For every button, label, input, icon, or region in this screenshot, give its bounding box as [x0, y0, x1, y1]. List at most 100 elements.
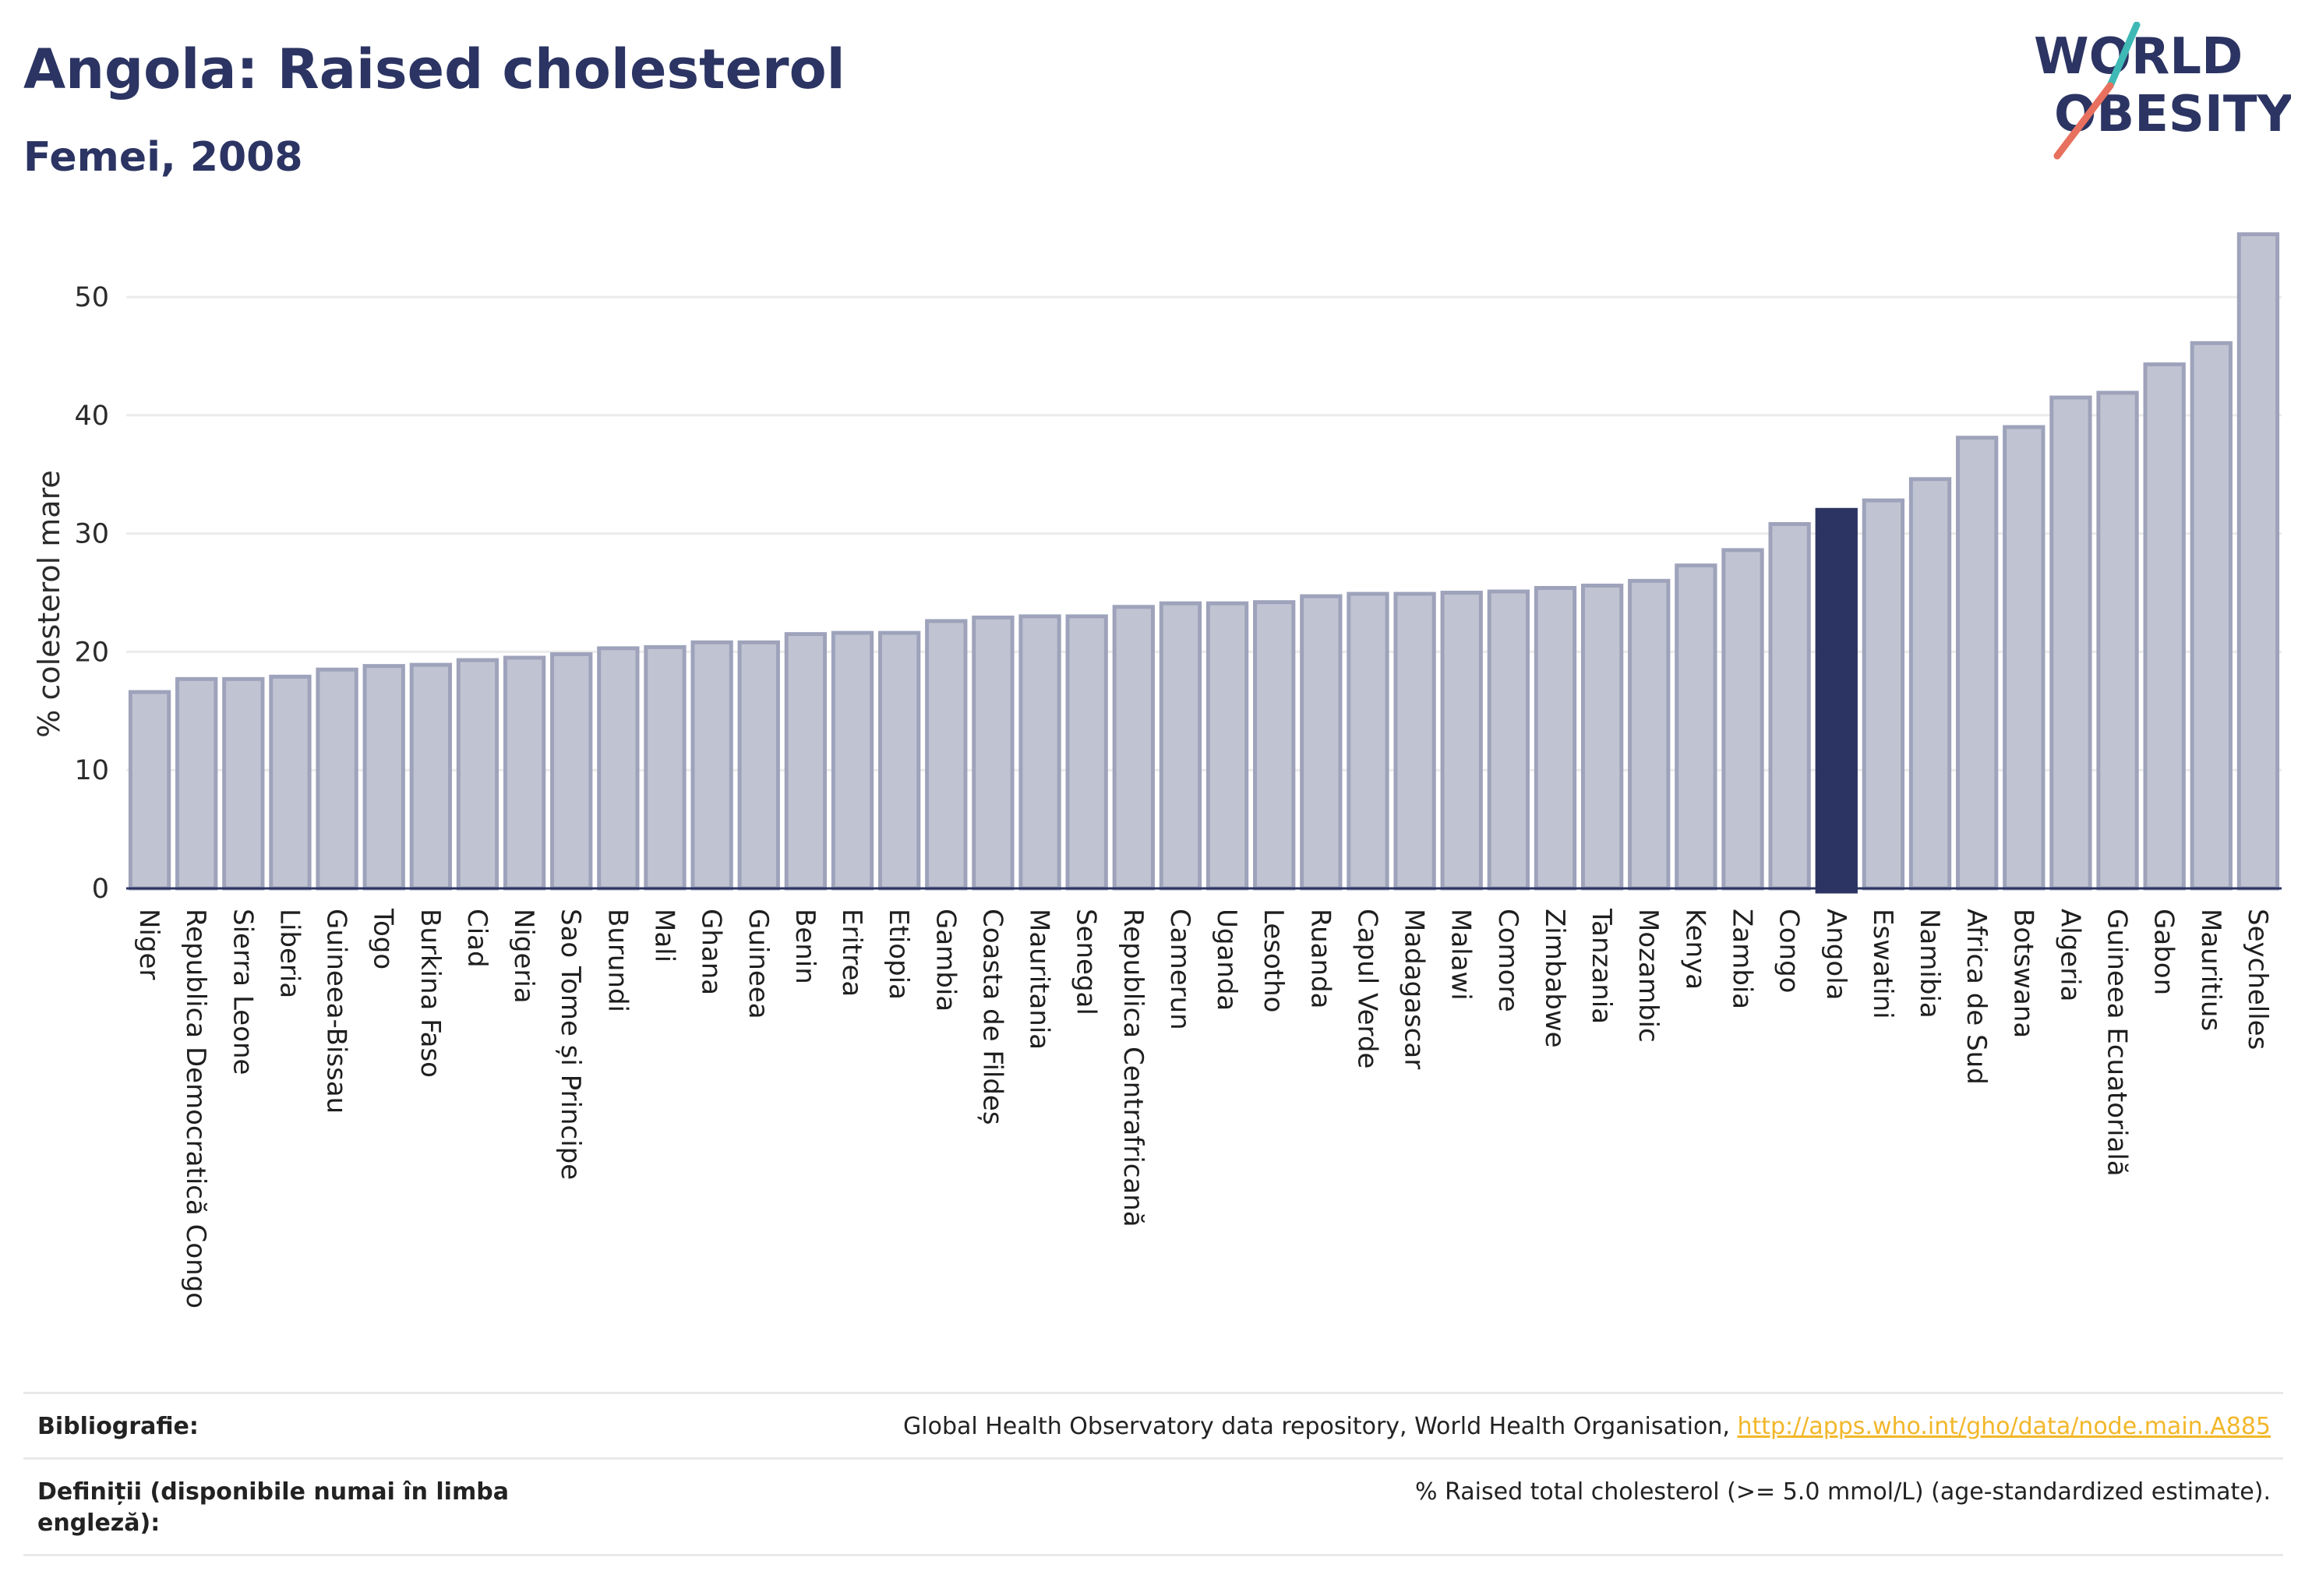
- world-obesity-logo: WORLD OBESITY: [2034, 22, 2291, 160]
- bar: [2096, 390, 2139, 891]
- bar: [456, 658, 499, 891]
- logo-slash-coral-icon: [2053, 82, 2114, 160]
- bibliography-link[interactable]: http://apps.who.int/gho/data/node.main.A…: [1737, 1413, 2271, 1440]
- x-tick-label: Niger: [133, 909, 164, 980]
- x-tick-label: Tanzania: [1586, 908, 1617, 1024]
- bar: [550, 651, 593, 891]
- x-tick-label: Senegal: [1071, 909, 1102, 1015]
- bar: [2190, 341, 2233, 891]
- bar: [316, 667, 358, 891]
- bar: [877, 630, 921, 891]
- bar: [1908, 477, 1952, 891]
- bar: [925, 619, 968, 891]
- x-tick-label: Algeria: [2054, 909, 2085, 1001]
- x-tick-label: Etiopia: [883, 909, 914, 1000]
- x-tick-label: Burkina Faso: [415, 909, 446, 1078]
- bar: [1112, 605, 1155, 891]
- definitions-label: Definiții (disponibile numai în limba en…: [37, 1478, 509, 1537]
- x-axis-ticks: Niger Republica Democratică Congo Sierra L…: [133, 908, 2273, 1308]
- logo-line1: WORLD: [2034, 28, 2243, 86]
- bars: [128, 232, 2280, 894]
- bar: [1159, 601, 1202, 891]
- bar: [1300, 594, 1343, 891]
- x-tick-label: Coasta de Fildeș: [976, 909, 1008, 1125]
- x-tick-label: Zimbabwe: [1539, 909, 1570, 1048]
- bar: [1393, 591, 1436, 891]
- x-tick-label: Malawi: [1445, 909, 1477, 1001]
- bar: [1534, 585, 1577, 891]
- x-tick-label: Liberia: [274, 909, 305, 998]
- bar: [1065, 614, 1108, 891]
- logo-line2: OBESITY: [2054, 86, 2291, 143]
- bar: [1205, 601, 1249, 891]
- y-tick-label: 50: [74, 282, 109, 313]
- footer-definitions-row: Definiții (disponibile numai în limba en…: [23, 1457, 2283, 1556]
- bar: [1862, 498, 1905, 891]
- x-tick-label: Guineea Ecuatorială: [2102, 909, 2133, 1177]
- x-tick-label: Mali: [649, 909, 680, 962]
- bar: [128, 690, 171, 891]
- x-tick-label: Mauritania: [1024, 909, 1055, 1050]
- chart-title: Angola: Raised cholesterol: [23, 37, 845, 101]
- x-tick-label: Togo: [368, 908, 399, 969]
- bar: [644, 644, 687, 891]
- x-tick-label: Republica Democratică Congo: [180, 909, 211, 1308]
- footer-bottom-rule: [23, 1554, 2283, 1556]
- x-tick-label: Namibia: [1914, 909, 1945, 1019]
- bar: [2236, 232, 2280, 891]
- x-tick-label: Republica Centrafricană: [1117, 909, 1149, 1227]
- x-tick-label: Guineea-Bissau: [321, 909, 352, 1114]
- logo-slash-teal-icon: [2106, 22, 2141, 90]
- x-tick-label: Botswana: [2007, 909, 2038, 1038]
- x-tick-label: Mozambic: [1633, 909, 1664, 1043]
- bar: [1440, 591, 1483, 891]
- bar: [2003, 425, 2046, 891]
- bar: [175, 676, 218, 891]
- bar: [1955, 436, 1999, 891]
- chart-subtitle: Femei, 2008: [23, 134, 303, 181]
- x-tick-label: Benin: [789, 909, 821, 984]
- x-tick-label: Congo: [1774, 909, 1805, 993]
- bar: [409, 662, 453, 891]
- x-tick-label: Gambia: [930, 909, 961, 1012]
- bar: [1721, 548, 1764, 891]
- bar: [597, 646, 640, 891]
- x-tick-label: Eswatini: [1867, 909, 1898, 1019]
- bibliography-label: Bibliografie:: [37, 1413, 199, 1440]
- bibliography-text: Global Health Observatory data repositor…: [903, 1413, 1738, 1440]
- bar: [269, 674, 312, 891]
- bar: [831, 630, 874, 891]
- x-tick-label: Sao Tome și Principe: [555, 909, 586, 1180]
- bar: [2049, 395, 2092, 891]
- x-tick-label: Gabon: [2148, 909, 2180, 995]
- footer-bibliography-row: Bibliografie: Global Health Observatory …: [23, 1392, 2283, 1460]
- x-tick-label: Kenya: [1679, 909, 1710, 990]
- bibliography-value: Global Health Observatory data repositor…: [903, 1411, 2271, 1442]
- bar: [690, 640, 733, 891]
- x-tick-label: Burundi: [602, 909, 633, 1012]
- bar: [1347, 591, 1389, 891]
- bar: [362, 664, 405, 891]
- y-axis-ticks: 0 10 20 30 40 50: [74, 282, 109, 905]
- x-tick-label: Sierra Leone: [227, 909, 258, 1075]
- x-tick-label: Angola: [1820, 909, 1851, 1000]
- definitions-text: % Raised total cholesterol (>= 5.0 mmol/…: [1415, 1478, 2271, 1506]
- x-tick-label: Ghana: [696, 909, 727, 995]
- x-tick-label: Seychelles: [2242, 909, 2273, 1050]
- y-tick-label: 10: [74, 755, 109, 786]
- x-tick-label: Ruanda: [1304, 909, 1336, 1008]
- x-tick-label: Zambia: [1727, 909, 1758, 1009]
- bar: [1628, 578, 1671, 891]
- x-tick-label: Africa de Sud: [1961, 909, 1992, 1085]
- y-tick-label: 20: [74, 637, 109, 668]
- bar: [1018, 614, 1061, 891]
- x-tick-label: Ciad: [461, 909, 492, 968]
- bar: [737, 640, 780, 891]
- x-tick-label: Guineea: [743, 909, 774, 1019]
- x-tick-label: Camerun: [1164, 909, 1195, 1030]
- bar: [222, 676, 265, 891]
- y-tick-label: 30: [74, 519, 109, 550]
- bar-highlight: [1815, 507, 1858, 894]
- bar: [784, 632, 828, 891]
- y-tick-label: 40: [74, 401, 109, 432]
